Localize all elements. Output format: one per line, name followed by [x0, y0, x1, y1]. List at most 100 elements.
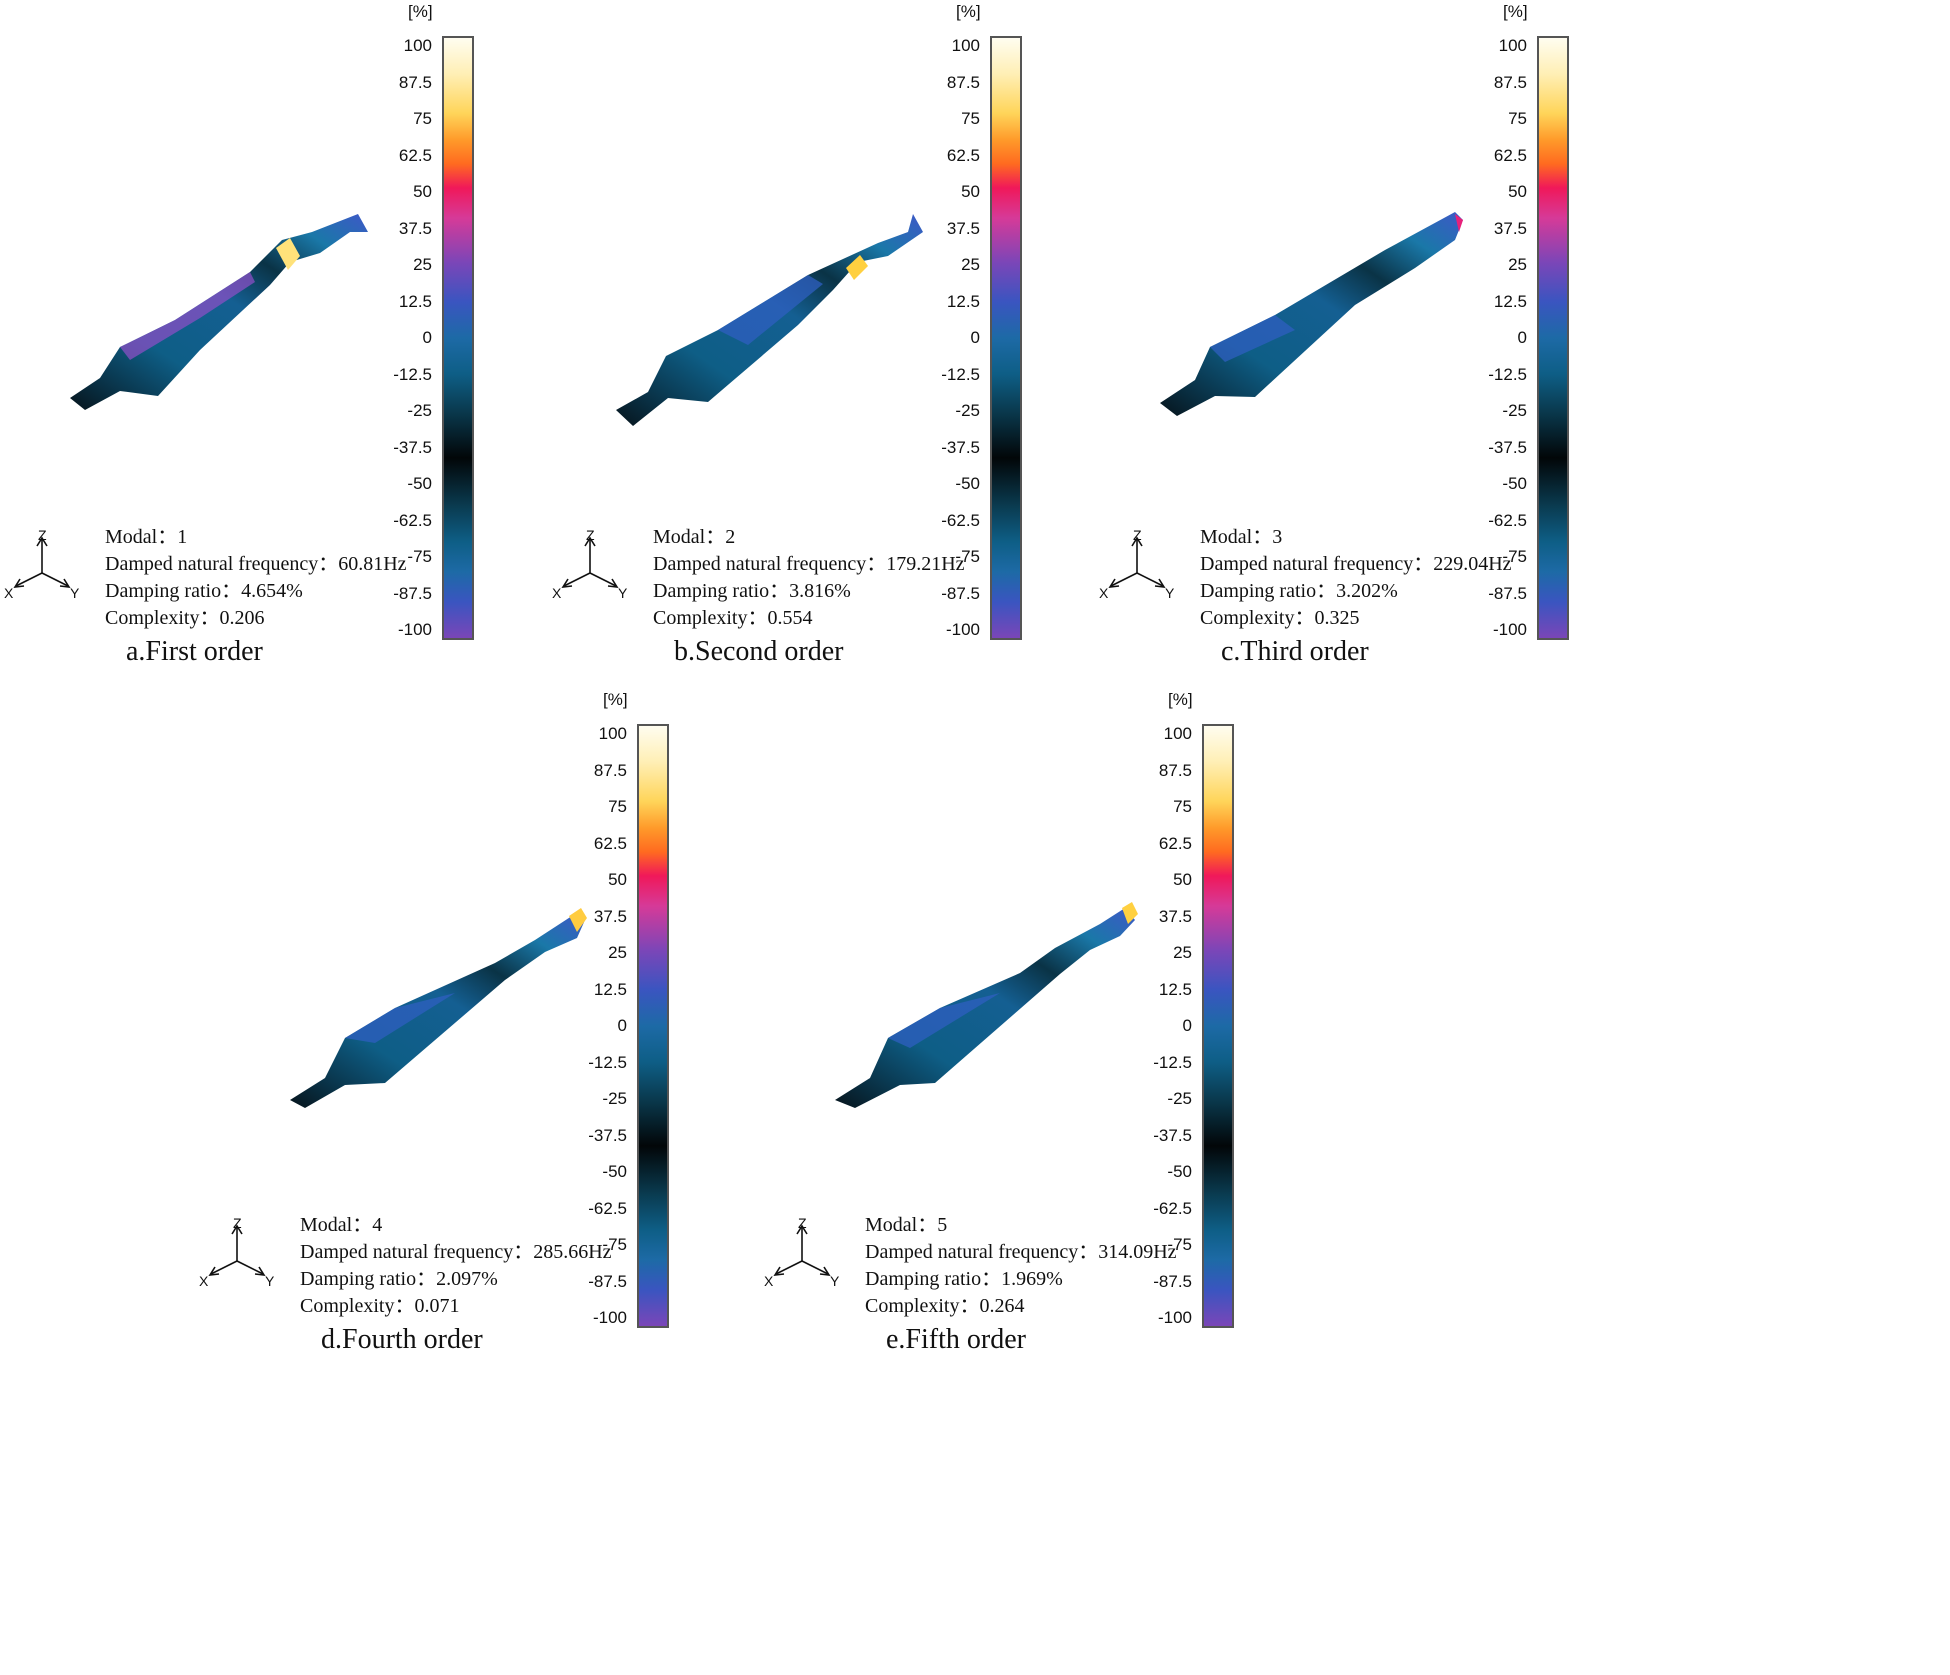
mode-shape-plot — [70, 214, 368, 410]
scale-tick: -87.5 — [588, 1271, 627, 1291]
color-scale-bar — [637, 724, 669, 1328]
damping-value: 2.097% — [436, 1268, 498, 1290]
structure-mesh — [835, 908, 1135, 1108]
scale-tick: -12.5 — [941, 364, 980, 384]
scale-tick: 87.5 — [1158, 760, 1192, 780]
deformation-hotspot — [276, 238, 300, 270]
structure-mesh — [70, 214, 368, 410]
scale-tick: 12.5 — [1493, 291, 1527, 311]
mode-caption: d.Fourth order — [321, 1324, 483, 1355]
mode-caption: e.Fifth order — [886, 1324, 1026, 1355]
scale-tick: 62.5 — [1493, 145, 1527, 165]
damping-label: Damping ratio： — [300, 1268, 437, 1290]
scale-tick: -62.5 — [1153, 1198, 1192, 1218]
modal-info: Modal：5 Damped natural frequency：314.09H… — [865, 1212, 1177, 1320]
scale-tick: -75 — [1167, 1235, 1192, 1254]
scale-tick: -50 — [407, 474, 432, 493]
damping-label: Damping ratio： — [865, 1268, 1002, 1290]
scale-tick: -100 — [592, 1308, 627, 1327]
scale-tick: -12.5 — [1488, 364, 1527, 384]
modal-info: Modal：3 Damped natural frequency：229.04H… — [1200, 524, 1512, 632]
coordinate-axes-icon: Z X Y — [764, 1216, 840, 1289]
scale-tick: -25 — [407, 401, 432, 420]
scale-tick: 87.5 — [593, 760, 627, 780]
complexity-value: 0.554 — [767, 607, 813, 629]
scale-tick: -37.5 — [588, 1125, 627, 1145]
scale-tick: -50 — [1167, 1162, 1192, 1181]
scale-tick: 50 — [608, 870, 627, 889]
scale-tick: 0 — [1182, 1016, 1192, 1035]
deformation-hotspot — [1122, 902, 1138, 924]
scale-tick: -75 — [1502, 547, 1527, 566]
scale-tick: -87.5 — [1153, 1271, 1192, 1291]
axis-label-z: Z — [586, 528, 595, 543]
deformation-band — [1210, 315, 1295, 362]
scale-tick: 25 — [608, 943, 627, 962]
damping-value: 4.654% — [241, 580, 303, 602]
scale-tick: -87.5 — [393, 583, 432, 603]
scale-tick: 37.5 — [593, 906, 627, 926]
scale-tick: -62.5 — [1488, 510, 1527, 530]
scale-tick: 62.5 — [593, 833, 627, 853]
modal-value: 1 — [177, 526, 188, 548]
scale-tick: -25 — [1502, 401, 1527, 420]
axis-label-x: X — [552, 585, 562, 601]
scale-tick: 100 — [598, 724, 627, 743]
scale-tick: 50 — [961, 182, 980, 201]
scale-tick: -62.5 — [393, 510, 432, 530]
frequency-label: Damped natural frequency： — [300, 1241, 534, 1263]
coordinate-axes-icon: Z X Y — [199, 1216, 275, 1289]
scale-tick: -50 — [602, 1162, 627, 1181]
axis-label-y: Y — [265, 1273, 275, 1289]
deformation-hotspot — [569, 908, 587, 932]
scale-tick: 12.5 — [1158, 979, 1192, 999]
scale-tick: 0 — [617, 1016, 627, 1035]
scale-tick: -62.5 — [941, 510, 980, 530]
scale-tick: -37.5 — [393, 437, 432, 457]
scale-tick: -87.5 — [1488, 583, 1527, 603]
scale-unit-label: [%] — [603, 690, 628, 709]
modal-value: 3 — [1272, 526, 1283, 548]
scale-tick: -25 — [955, 401, 980, 420]
scale-tick: -100 — [1157, 1308, 1192, 1327]
modal-label: Modal： — [105, 526, 178, 548]
complexity-value: 0.206 — [219, 607, 265, 629]
axis-label-x: X — [764, 1273, 774, 1289]
scale-unit-label: [%] — [956, 2, 981, 21]
structure-mesh — [1160, 212, 1463, 416]
axis-label-z: Z — [1133, 528, 1142, 543]
complexity-value: 0.325 — [1314, 607, 1360, 629]
scale-tick: -100 — [397, 620, 432, 639]
scale-tick: 12.5 — [398, 291, 432, 311]
mode-panel-2: [%] 100 87.5 75 62.5 50 37.5 25 12.5 0 -12.5 -25 -3… — [548, 0, 1248, 830]
scale-unit-label: [%] — [1503, 2, 1528, 21]
frequency-label: Damped natural frequency： — [865, 1241, 1099, 1263]
modal-info: Modal：4 Damped natural frequency：285.66H… — [300, 1212, 612, 1320]
modal-value: 4 — [372, 1214, 383, 1236]
scale-tick: -50 — [955, 474, 980, 493]
scale-tick: 37.5 — [946, 218, 980, 238]
scale-unit-label: [%] — [1168, 690, 1193, 709]
frequency-label: Damped natural frequency： — [105, 553, 339, 575]
scale-tick: 25 — [1173, 943, 1192, 962]
scale-tick: -75 — [407, 547, 432, 566]
damping-label: Damping ratio： — [653, 580, 790, 602]
complexity-label: Complexity： — [865, 1295, 980, 1317]
frequency-label: Damped natural frequency： — [1200, 553, 1434, 575]
scale-tick: 37.5 — [398, 218, 432, 238]
modal-info: Modal：1 Damped natural frequency：60.81Hz… — [105, 524, 407, 632]
scale-tick: -87.5 — [941, 583, 980, 603]
scale-tick: -62.5 — [588, 1198, 627, 1218]
mode-panel-3: [%] 100 87.5 75 62.5 50 37.5 25 12.5 0 -12.5 -25 -3… — [1095, 0, 1795, 830]
axis-label-x: X — [199, 1273, 209, 1289]
scale-tick: 37.5 — [1493, 218, 1527, 238]
complexity-value: 0.071 — [414, 1295, 460, 1317]
modal-label: Modal： — [865, 1214, 938, 1236]
scale-tick: -37.5 — [941, 437, 980, 457]
scale-tick: 62.5 — [398, 145, 432, 165]
scale-tick: -75 — [602, 1235, 627, 1254]
modal-label: Modal： — [1200, 526, 1273, 548]
scale-tick: 87.5 — [946, 72, 980, 92]
frequency-label: Damped natural frequency： — [653, 553, 887, 575]
damping-value: 3.816% — [789, 580, 851, 602]
